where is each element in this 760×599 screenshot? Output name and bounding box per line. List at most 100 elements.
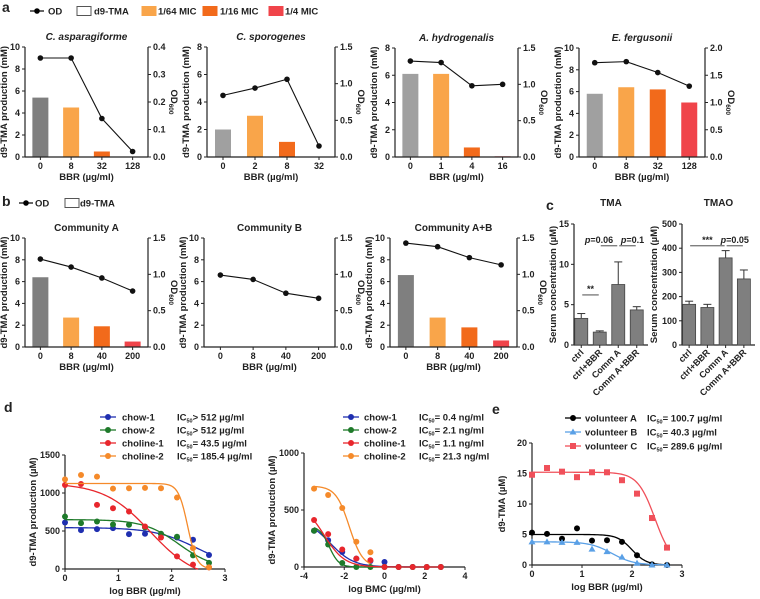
bar [586,93,603,157]
ic-text: IC [177,413,187,424]
x-tick-label: 8 [624,161,629,171]
y-tick-label: 500 [45,526,60,536]
legend-od-marker [34,8,40,14]
y2-axis-label: OD600 [167,280,179,305]
legend-label: 1/16 MIC [220,7,259,18]
y2-label-main: OD [168,89,179,103]
x-tick-label: 1 [579,569,584,579]
y-tick-label: 2 [194,320,199,330]
od-point [250,276,256,283]
bar [461,327,478,347]
od-point [68,55,74,61]
y2-tick-label: 0.5 [522,306,535,316]
y2-axis-label: OD600 [537,90,549,115]
x-tick-label: 128 [682,161,697,171]
x-tick-label: 16 [498,161,508,171]
panel-label: c [546,197,554,213]
x-axis-label: BBR (µg/ml) [59,362,114,373]
data-point [603,548,611,555]
legend-marker [348,427,354,433]
data-point [174,553,180,560]
legend-label: chow-1 [122,413,155,424]
y-tick-label: 6 [380,277,385,287]
chart-title: Community A+B [415,223,493,234]
y-tick-label: 0 [569,152,574,162]
y2-tick-label: 0.1 [153,125,166,135]
data-point [604,469,610,476]
data-point [618,553,626,560]
y-tick-label: 6 [197,70,202,80]
data-point [664,544,670,551]
bar [93,151,110,157]
bar [429,317,446,347]
data-point [649,515,655,522]
y-tick-label: 2 [15,130,20,140]
od-point [99,115,105,122]
x-tick-label: 1 [439,161,444,171]
x-axis-label: BBR (µg/ml) [59,172,114,183]
legend-label: volunteer C [585,442,637,453]
y-tick-label: 10 [517,499,527,509]
y2-tick-label: 0.0 [710,152,723,162]
data-point [529,529,535,536]
data-point [94,526,100,533]
x-tick-label: -4 [300,571,308,581]
ic-sub: 50 [657,448,663,454]
data-point [353,555,360,562]
y-tick-label: 0 [380,342,385,352]
x-tick-label: 0 [408,161,413,171]
data-point [544,465,550,472]
ic50-value: = 100.7 µg/ml [663,414,723,425]
od-point [654,69,661,76]
panel-label: b [2,193,11,209]
x-tick-label: 200 [125,351,140,361]
significance-label: ** [587,284,595,294]
ic50-value: > 512 µg/ml [193,426,245,437]
data-point [634,552,640,559]
data-point [589,537,595,544]
y-tick-label: 4 [380,298,385,308]
bar [493,340,510,347]
ic-text: IC [419,439,429,450]
y2-tick-label: 1.0 [710,98,723,108]
data-point [574,525,580,532]
data-point [206,552,212,559]
y-tick-label: 400 [662,243,677,253]
y2-tick-label: 1.5 [340,233,353,243]
data-point [190,545,196,552]
legend-marker [105,453,111,459]
significance-value: *** [702,235,713,245]
legend-marker [105,440,111,446]
panel-label: d [4,399,13,415]
y-tick-label: 8 [194,255,199,265]
data-point [78,527,84,534]
y2-label-sub: 600 [537,104,544,115]
od-point [591,59,598,66]
y-tick-label: 1500 [40,450,60,460]
y-tick-label: 6 [15,86,20,96]
legend-marker [570,415,576,421]
p-symbol: p [584,235,591,245]
od-point [469,82,475,89]
ic50-value: > 512 µg/ml [193,413,245,424]
bar-line-chart [576,47,706,158]
data-point [619,477,625,484]
data-point [110,521,116,528]
chart-title: TMA [600,198,622,209]
od-point [283,290,289,297]
y-tick-label: 10 [10,233,20,243]
od-line [222,78,320,147]
y-tick-label: 0 [197,152,202,162]
bar [63,107,80,157]
legend-ic50: IC50= 2.1 ng/ml [419,426,484,438]
y-axis-label: d9-TMA (µM) [497,476,508,533]
data-point [381,564,388,570]
od-line [40,258,133,292]
bar [215,129,231,157]
series-chow-2 [62,513,212,566]
x-tick-label: 0 [38,161,43,171]
ic50-value: = 43.5 µg/ml [193,439,247,450]
data-point [126,531,132,538]
data-point [353,538,360,545]
